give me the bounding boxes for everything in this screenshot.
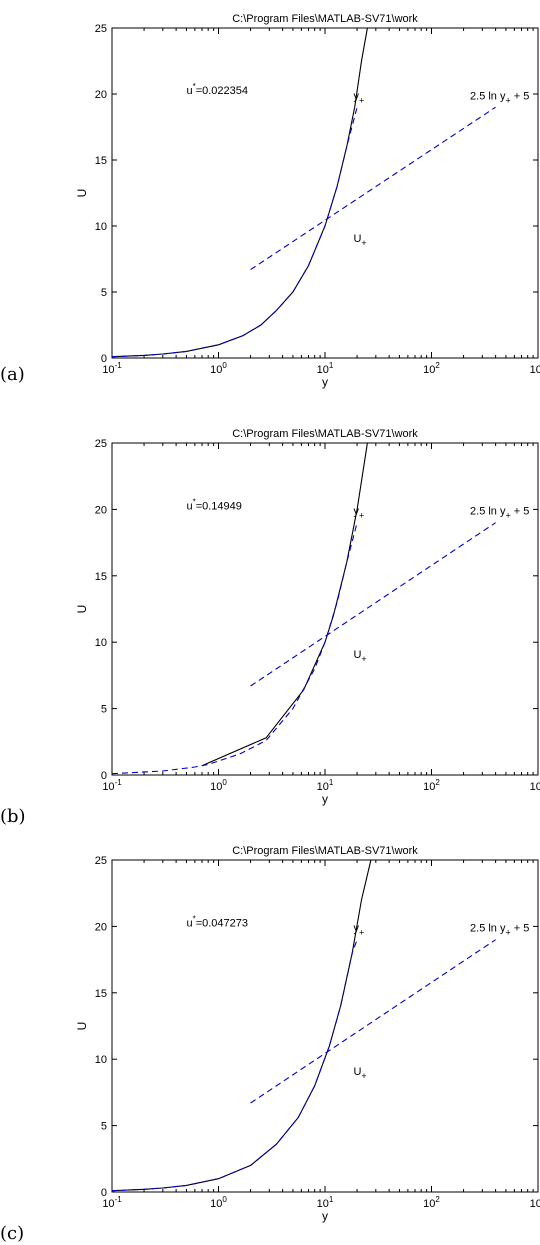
- uplus-annotation: U+: [353, 1066, 366, 1081]
- x-axis-label: y: [322, 1209, 328, 1223]
- y-tick-label: 25: [95, 23, 107, 35]
- y-tick-label: 5: [101, 287, 107, 299]
- y-tick-label: 10: [95, 1054, 107, 1066]
- x-axis-label: y: [322, 375, 328, 389]
- series-line-2: [111, 107, 358, 358]
- panel-label: (b): [0, 806, 26, 827]
- ustar-annotation: u*=0.14949: [186, 497, 241, 512]
- x-tick-label: 103: [530, 1195, 540, 1210]
- series-line-1: [201, 442, 368, 767]
- series-line-3: [250, 106, 496, 271]
- series-line-1: [111, 27, 368, 358]
- y-tick-label: 15: [95, 988, 107, 1000]
- panel-label: (c): [0, 1223, 24, 1244]
- x-tick-label: 102: [423, 361, 440, 376]
- y-tick-label: 0: [101, 770, 107, 782]
- y-tick-label: 15: [95, 155, 107, 167]
- x-tick-label: 100: [210, 361, 227, 376]
- chart-title: C:\Program Files\MATLAB-SV71\work: [232, 845, 418, 857]
- y-tick-label: 0: [101, 1187, 107, 1199]
- plot-frame: [111, 27, 539, 359]
- y-tick-label: 25: [95, 438, 107, 450]
- x-tick-label: 101: [317, 778, 334, 793]
- chart-panel-a: (a) C:\Program Files\MATLAB-SV71\work 0 5 10…: [0, 13, 540, 389]
- plot-frame: [111, 859, 539, 1193]
- y-tick-label: 25: [95, 855, 107, 867]
- y-axis-label: U: [75, 605, 89, 614]
- x-tick-label: 101: [317, 1195, 334, 1210]
- uplus-annotation: U+: [353, 233, 366, 248]
- log-law-annotation: 2.5 ln y+ + 5: [470, 923, 529, 938]
- log-law-annotation: 2.5 ln y+ + 5: [470, 90, 529, 105]
- x-tick-label: 100: [210, 778, 227, 793]
- x-tick-label: 102: [423, 778, 440, 793]
- ustar-annotation: u*=0.022354: [186, 82, 248, 97]
- y-tick-label: 20: [95, 89, 107, 101]
- x-tick-label: 101: [317, 361, 334, 376]
- series-line-3: [250, 522, 496, 687]
- x-tick-label: 100: [210, 1195, 227, 1210]
- series-line-1: [111, 859, 372, 1192]
- x-tick-label: 10-1: [102, 778, 122, 793]
- chart-title: C:\Program Files\MATLAB-SV71\work: [232, 428, 418, 440]
- series-line-2: [111, 939, 358, 1192]
- uplus-annotation: U+: [353, 649, 366, 664]
- yplus-annotation: y+: [353, 90, 364, 105]
- x-tick-label: 102: [423, 1195, 440, 1210]
- ustar-annotation: u*=0.047273: [186, 914, 248, 929]
- x-tick-label: 103: [530, 778, 540, 793]
- plot-frame: [111, 442, 539, 776]
- y-tick-label: 15: [95, 571, 107, 583]
- y-axis-label: U: [75, 1022, 89, 1031]
- panel-label: (a): [0, 364, 25, 385]
- y-tick-label: 20: [95, 504, 107, 516]
- chart-title: C:\Program Files\MATLAB-SV71\work: [232, 13, 418, 25]
- chart-panel-b: (b) C:\Program Files\MATLAB-SV71\work 0 5 10…: [0, 428, 540, 827]
- y-tick-label: 5: [101, 1121, 107, 1133]
- yplus-annotation: y+: [353, 506, 364, 521]
- series-line-2: [111, 522, 358, 775]
- y-axis-label: U: [75, 189, 89, 198]
- yplus-annotation: y+: [353, 923, 364, 938]
- x-tick-label: 103: [530, 361, 540, 376]
- chart-panel-c: (c) C:\Program Files\MATLAB-SV71\work 0 5 10…: [0, 845, 540, 1244]
- log-law-annotation: 2.5 ln y+ + 5: [470, 506, 529, 521]
- y-tick-label: 5: [101, 704, 107, 716]
- x-tick-label: 10-1: [102, 1195, 122, 1210]
- y-tick-label: 0: [101, 353, 107, 365]
- series-line-3: [250, 939, 496, 1104]
- x-tick-label: 10-1: [102, 361, 122, 376]
- y-tick-label: 10: [95, 637, 107, 649]
- y-tick-label: 10: [95, 221, 107, 233]
- x-axis-label: y: [322, 792, 328, 806]
- y-tick-label: 20: [95, 921, 107, 933]
